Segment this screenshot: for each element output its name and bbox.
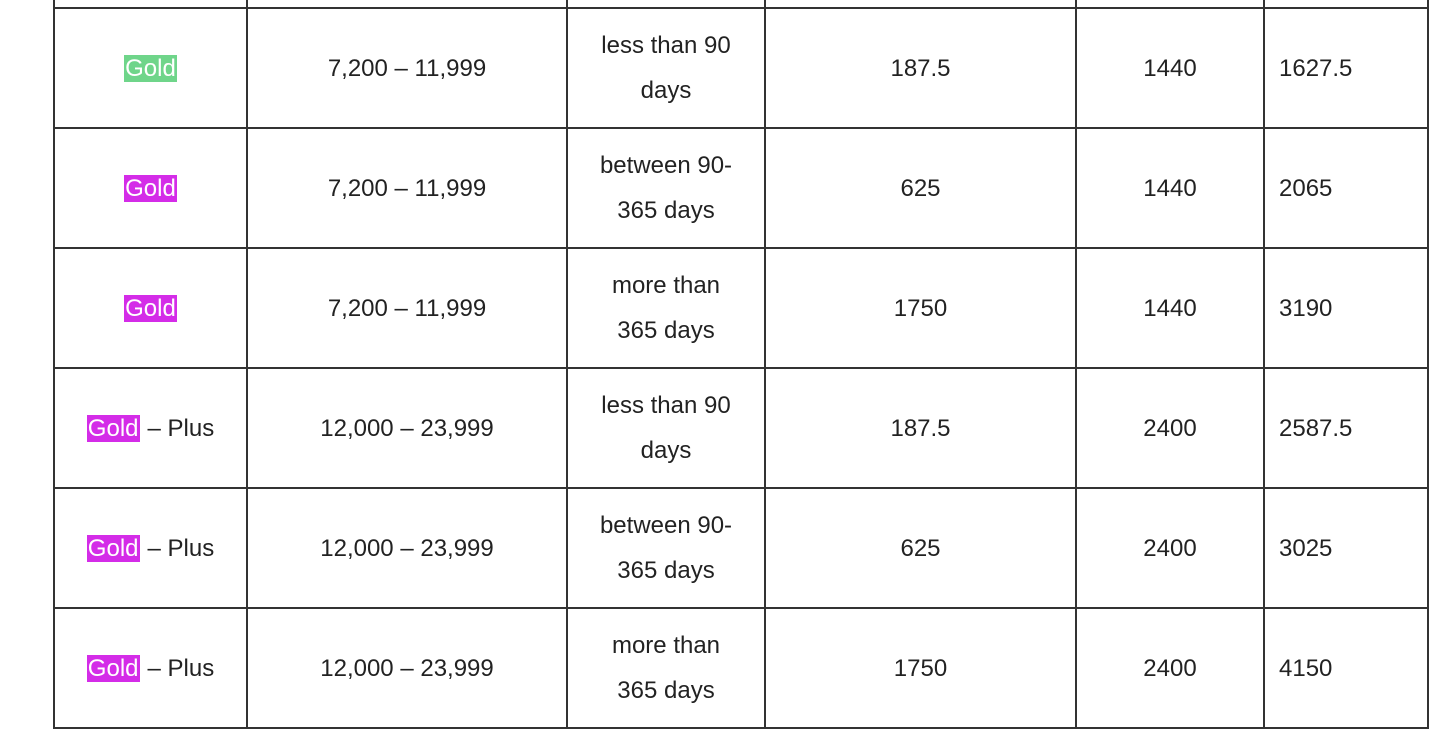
range-cell: 7,200 – 11,999 xyxy=(246,127,568,249)
fee-text: 1750 xyxy=(893,654,948,682)
total-text: 4150 xyxy=(1279,654,1333,682)
base-cell: 1440 xyxy=(1075,247,1265,369)
total-text: 2065 xyxy=(1279,174,1333,202)
period-text: more than 365 days xyxy=(611,632,721,704)
period-cell: between 90-365 days xyxy=(566,127,766,249)
total-text: 3025 xyxy=(1279,534,1333,562)
range-text: 7,200 – 11,999 xyxy=(327,294,487,322)
tier-highlight: Gold xyxy=(124,54,177,82)
fee-text: 625 xyxy=(900,534,941,562)
table-row: Gold – Plus 12,000 – 23,999 more than 365 d… xyxy=(53,607,1429,729)
fee-text: 625 xyxy=(900,174,941,202)
total-cell: 1627.5 xyxy=(1263,7,1429,129)
cell xyxy=(1075,0,1265,9)
fee-text: 187.5 xyxy=(890,414,951,442)
period-text: less than 90 days xyxy=(601,392,731,464)
cell xyxy=(53,0,248,9)
total-text: 3190 xyxy=(1279,294,1333,322)
tier-cell: Gold xyxy=(53,7,248,129)
total-cell: 4150 xyxy=(1263,607,1429,729)
base-text: 1440 xyxy=(1143,54,1197,82)
base-text: 2400 xyxy=(1143,414,1197,442)
range-text: 7,200 – 11,999 xyxy=(327,174,487,202)
base-text: 2400 xyxy=(1143,534,1197,562)
period-text: less than 90 days xyxy=(601,32,731,104)
total-cell: 2065 xyxy=(1263,127,1429,249)
tier-highlight: Gold xyxy=(124,174,177,202)
period-cell: more than 365 days xyxy=(566,607,766,729)
fee-text: 187.5 xyxy=(890,54,951,82)
cell xyxy=(246,0,568,9)
period-cell: between 90-365 days xyxy=(566,487,766,609)
range-cell: 12,000 – 23,999 xyxy=(246,607,568,729)
base-cell: 2400 xyxy=(1075,607,1265,729)
table-row: Gold – Plus 12,000 – 23,999 less than 90 da… xyxy=(53,367,1429,489)
range-cell: 7,200 – 11,999 xyxy=(246,7,568,129)
cell xyxy=(1263,0,1429,9)
tier-highlight: Gold xyxy=(86,654,140,682)
cell xyxy=(764,0,1077,9)
tier-cell: Gold xyxy=(53,247,248,369)
period-cell: less than 90 days xyxy=(566,367,766,489)
total-cell: 2587.5 xyxy=(1263,367,1429,489)
fee-cell: 1750 xyxy=(764,607,1077,729)
tier-cell: Gold – Plus xyxy=(53,367,248,489)
total-text: 1627.5 xyxy=(1279,54,1353,82)
total-text: 2587.5 xyxy=(1279,414,1353,442)
table-row: Gold 7,200 – 11,999 between 90-365 days 625… xyxy=(53,127,1429,249)
range-cell: 12,000 – 23,999 xyxy=(246,487,568,609)
tier-highlight: Gold xyxy=(86,414,140,442)
period-text: between 90-365 days xyxy=(599,512,733,584)
base-cell: 1440 xyxy=(1075,7,1265,129)
partial-row xyxy=(53,0,1429,9)
tier-suffix: – Plus xyxy=(147,414,215,442)
table-row: Gold – Plus 12,000 – 23,999 between 90-365 … xyxy=(53,487,1429,609)
total-cell: 3025 xyxy=(1263,487,1429,609)
range-text: 7,200 – 11,999 xyxy=(327,54,487,82)
range-cell: 12,000 – 23,999 xyxy=(246,367,568,489)
base-cell: 1440 xyxy=(1075,127,1265,249)
base-text: 1440 xyxy=(1143,294,1197,322)
period-cell: less than 90 days xyxy=(566,7,766,129)
base-text: 1440 xyxy=(1143,174,1197,202)
tier-suffix: – Plus xyxy=(147,654,215,682)
table-row: Gold 7,200 – 11,999 more than 365 days 1750… xyxy=(53,247,1429,369)
cell xyxy=(566,0,766,9)
base-text: 2400 xyxy=(1143,654,1197,682)
table-row: Gold 7,200 – 11,999 less than 90 days 187.5… xyxy=(53,7,1429,129)
fee-text: 1750 xyxy=(893,294,948,322)
tier-highlight: Gold xyxy=(86,534,140,562)
period-text: between 90-365 days xyxy=(599,152,733,224)
tier-cell: Gold – Plus xyxy=(53,607,248,729)
range-text: 12,000 – 23,999 xyxy=(320,414,494,442)
range-cell: 7,200 – 11,999 xyxy=(246,247,568,369)
tier-suffix: – Plus xyxy=(147,534,215,562)
total-cell: 3190 xyxy=(1263,247,1429,369)
fee-cell: 625 xyxy=(764,487,1077,609)
fee-cell: 1750 xyxy=(764,247,1077,369)
fee-cell: 187.5 xyxy=(764,7,1077,129)
base-cell: 2400 xyxy=(1075,487,1265,609)
tier-cell: Gold xyxy=(53,127,248,249)
fee-cell: 187.5 xyxy=(764,367,1077,489)
period-text: more than 365 days xyxy=(611,272,721,344)
range-text: 12,000 – 23,999 xyxy=(320,534,494,562)
pricing-table: Gold 7,200 – 11,999 less than 90 days 187.5… xyxy=(53,0,1429,729)
period-cell: more than 365 days xyxy=(566,247,766,369)
base-cell: 2400 xyxy=(1075,367,1265,489)
fee-cell: 625 xyxy=(764,127,1077,249)
table-body: Gold 7,200 – 11,999 less than 90 days 187.5… xyxy=(53,0,1429,729)
tier-cell: Gold – Plus xyxy=(53,487,248,609)
range-text: 12,000 – 23,999 xyxy=(320,654,494,682)
tier-highlight: Gold xyxy=(124,294,177,322)
